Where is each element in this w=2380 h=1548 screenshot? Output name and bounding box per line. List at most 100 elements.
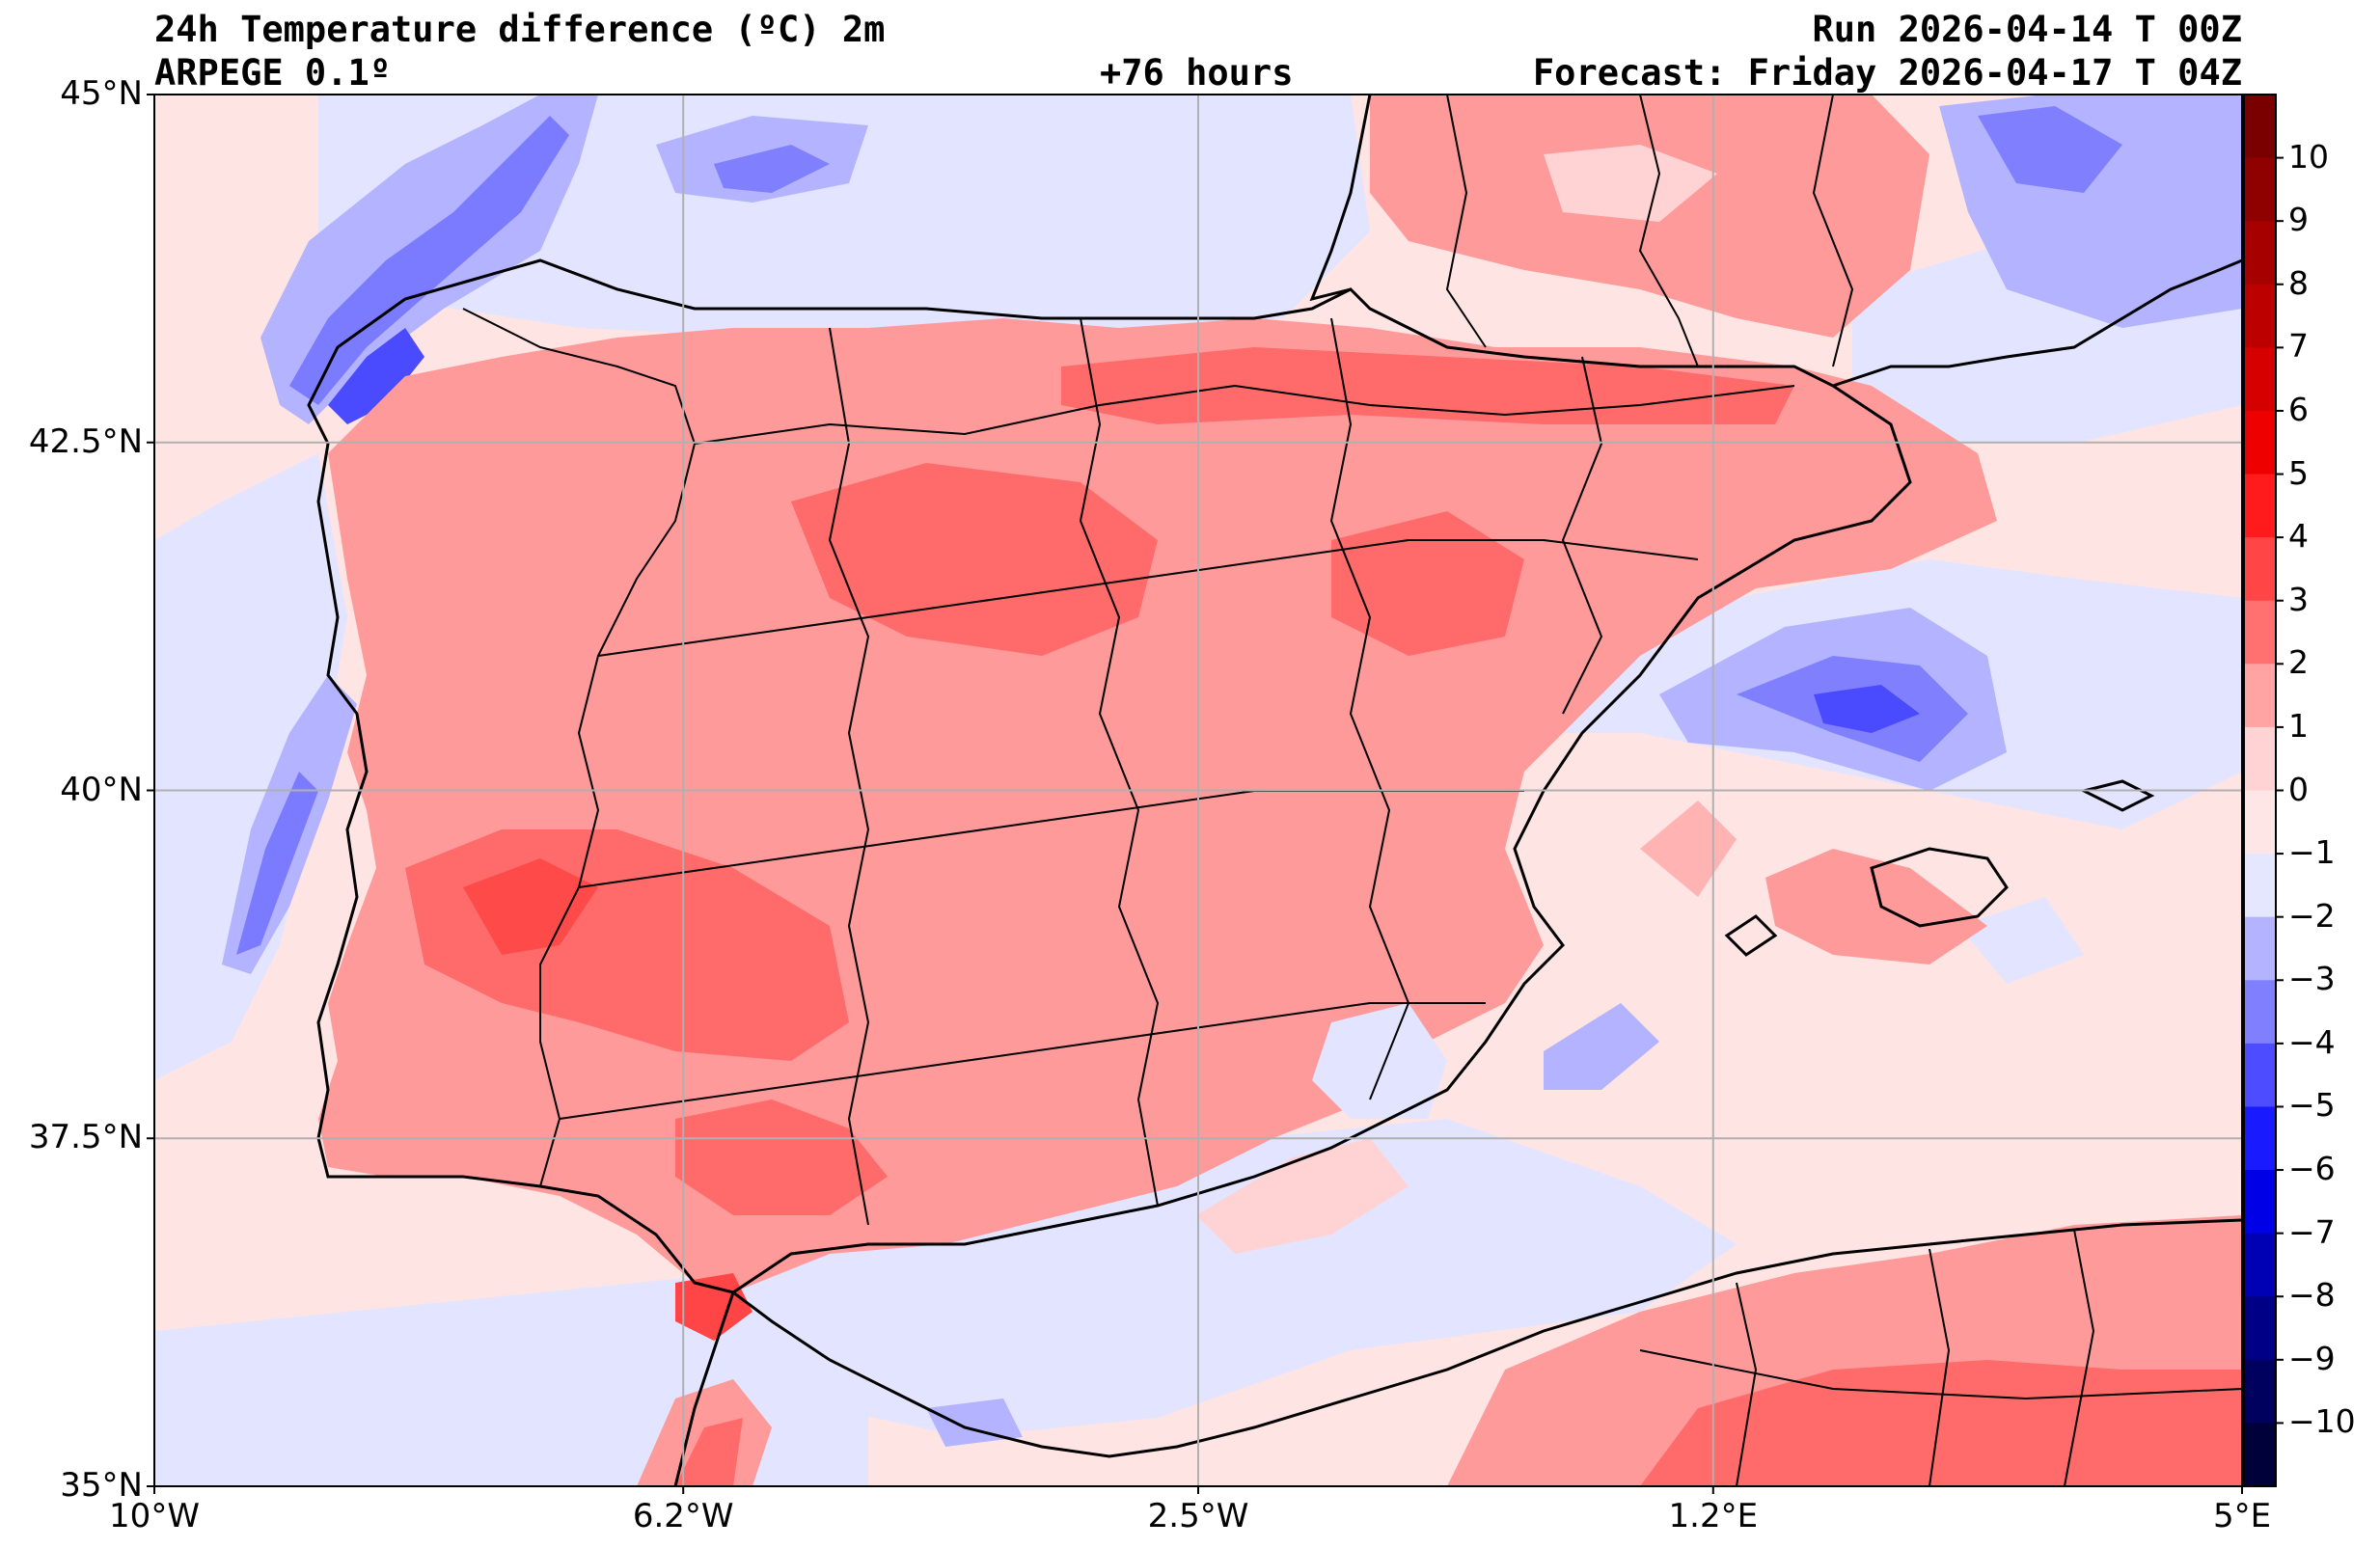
france-border-3: [1812, 95, 1854, 367]
province-border-6: [1079, 317, 1160, 1207]
france-border-2: [1638, 95, 1699, 367]
colorbar-label: −6: [2288, 1150, 2336, 1188]
ebro-hot-core: [1331, 511, 1524, 656]
colorbar-block: [2244, 1296, 2276, 1361]
north-africa-coast: [732, 1218, 2242, 1458]
run-label: Run 2026-04-14 T 00Z: [1812, 9, 2242, 50]
colorbar-block: [2244, 1233, 2276, 1297]
balearic-warm-zone: [1765, 849, 1987, 964]
africa-border-4: [1639, 1349, 2242, 1400]
africa-border-1: [1736, 1282, 1758, 1486]
colorbar-label: −5: [2288, 1086, 2336, 1125]
colorbar-block: [2244, 790, 2276, 855]
france-border-1: [1445, 95, 1487, 348]
colorbar-block: [2244, 726, 2276, 791]
lat-tick-label: 35°N: [60, 1466, 143, 1505]
ibiza-coast: [1724, 914, 1778, 957]
province-border-1: [694, 384, 1795, 445]
colorbar-block: [2244, 854, 2276, 918]
morocco-coast: [673, 1291, 735, 1486]
central-hot-core: [791, 463, 1158, 656]
africa-border-2: [1929, 1248, 1951, 1486]
colorbar-label: −4: [2288, 1022, 2336, 1061]
colorbar-label: 4: [2288, 517, 2309, 556]
colorbar-block: [2244, 410, 2276, 475]
colorbar-label: 2: [2288, 643, 2309, 682]
colorbar-label: 0: [2288, 770, 2309, 808]
colorbar-block: [2244, 980, 2276, 1045]
axis-ticks: [147, 94, 2243, 1494]
lon-tick-label: 1.2°E: [1668, 1497, 1759, 1535]
alboran-cold-blob: [1544, 1003, 1659, 1090]
colorbar-label: −1: [2288, 833, 2336, 872]
lead-time-label: +76 hours: [1100, 52, 1294, 94]
colorbar-block: [2244, 1170, 2276, 1235]
colorbar-block: [2244, 537, 2276, 602]
lat-tick-label: 42.5°N: [28, 421, 143, 461]
colorbar-block: [2244, 1423, 2276, 1487]
gulf-of-lion-cold-core: [1978, 106, 2122, 193]
colorbar-block: [2244, 221, 2276, 285]
lon-tick-label: 10°W: [109, 1497, 200, 1535]
southeast-cool-zone: [1312, 1003, 1447, 1119]
gridlines: [154, 95, 2242, 1486]
lon-tick-label: 2.5°W: [1147, 1497, 1249, 1535]
coastlines: [307, 95, 2242, 1486]
colorbar-block: [2244, 600, 2276, 665]
lon-tick-label: 5°E: [2212, 1497, 2272, 1535]
colorbar-block: [2244, 95, 2276, 159]
province-border-4: [559, 1002, 1486, 1120]
colorbar-block: [2244, 284, 2276, 348]
colorbar-label: 3: [2288, 580, 2309, 618]
tarifa-hot-spot: [675, 1273, 752, 1341]
portugal-coast-cold-core: [236, 772, 318, 955]
southwest-hottest-core: [463, 858, 598, 955]
forecast-label: Forecast: Friday 2026-04-17 T 04Z: [1532, 52, 2242, 94]
colorbar-block: [2244, 1359, 2276, 1424]
colorbar-label: 6: [2288, 390, 2309, 428]
lat-tick-label: 37.5°N: [28, 1118, 143, 1157]
menorca-coast: [2079, 779, 2155, 812]
bay-of-biscay-cool-zone: [318, 95, 1370, 347]
andalusia-hot-core: [675, 1100, 888, 1215]
colorbar-blocks: [2244, 95, 2276, 1487]
colorbar-label: −8: [2288, 1276, 2336, 1315]
morocco-hot-core: [675, 1418, 743, 1486]
colorbar-block: [2244, 347, 2276, 412]
colorbar-label: 8: [2288, 263, 2309, 302]
model-label: ARPEGE 0.1º: [154, 52, 392, 94]
colorbar-block: [2244, 664, 2276, 728]
colorbar-label: −9: [2288, 1339, 2336, 1377]
north-hot-band: [1061, 347, 1794, 424]
colorbar-label: −3: [2288, 960, 2336, 998]
east-med-cool-zone: [1958, 897, 2084, 984]
province-border-7: [1329, 317, 1410, 1100]
colorbar-label: 10: [2288, 137, 2329, 176]
southeast-warm-zone: [1196, 1138, 1409, 1254]
admin-borders: [462, 95, 2242, 1486]
colorbar-block: [2244, 916, 2276, 981]
province-border-5: [828, 327, 870, 1226]
alboran-cool-zone: [772, 1119, 1737, 1437]
north-africa-hot-core: [1640, 1360, 2242, 1486]
mallorca-coast: [1870, 847, 2009, 928]
colorbar-label: −10: [2288, 1402, 2356, 1441]
colorbar-ticks: [2276, 156, 2284, 1425]
iberia-coastline: [307, 258, 1912, 1294]
africa-border-3: [2064, 1229, 2095, 1486]
province-border-8: [1561, 356, 1603, 715]
balearic-cold-deep: [1814, 685, 1920, 733]
colorbar-block: [2244, 1043, 2276, 1107]
colorbar-label: 1: [2288, 706, 2309, 745]
colorbar-block: [2244, 157, 2276, 222]
gulf-of-lion-coast: [1832, 258, 2242, 388]
france-cool-patch: [1544, 145, 1717, 222]
france-coastline: [1309, 95, 1372, 302]
province-border-2: [597, 539, 1699, 657]
galicia-cold-deep: [328, 328, 424, 424]
colorbar-label: 9: [2288, 201, 2309, 239]
colorbar-block: [2244, 474, 2276, 538]
colorbar-label: 7: [2288, 327, 2309, 366]
